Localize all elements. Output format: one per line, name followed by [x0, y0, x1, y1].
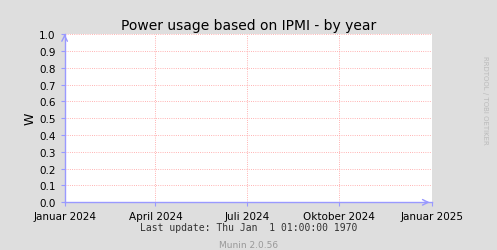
Text: Last update: Thu Jan  1 01:00:00 1970: Last update: Thu Jan 1 01:00:00 1970 [140, 222, 357, 232]
Title: Power usage based on IPMI - by year: Power usage based on IPMI - by year [121, 18, 376, 32]
Y-axis label: W: W [23, 112, 36, 125]
Text: RRDTOOL / TOBI OETIKER: RRDTOOL / TOBI OETIKER [482, 56, 488, 144]
Text: Munin 2.0.56: Munin 2.0.56 [219, 240, 278, 250]
